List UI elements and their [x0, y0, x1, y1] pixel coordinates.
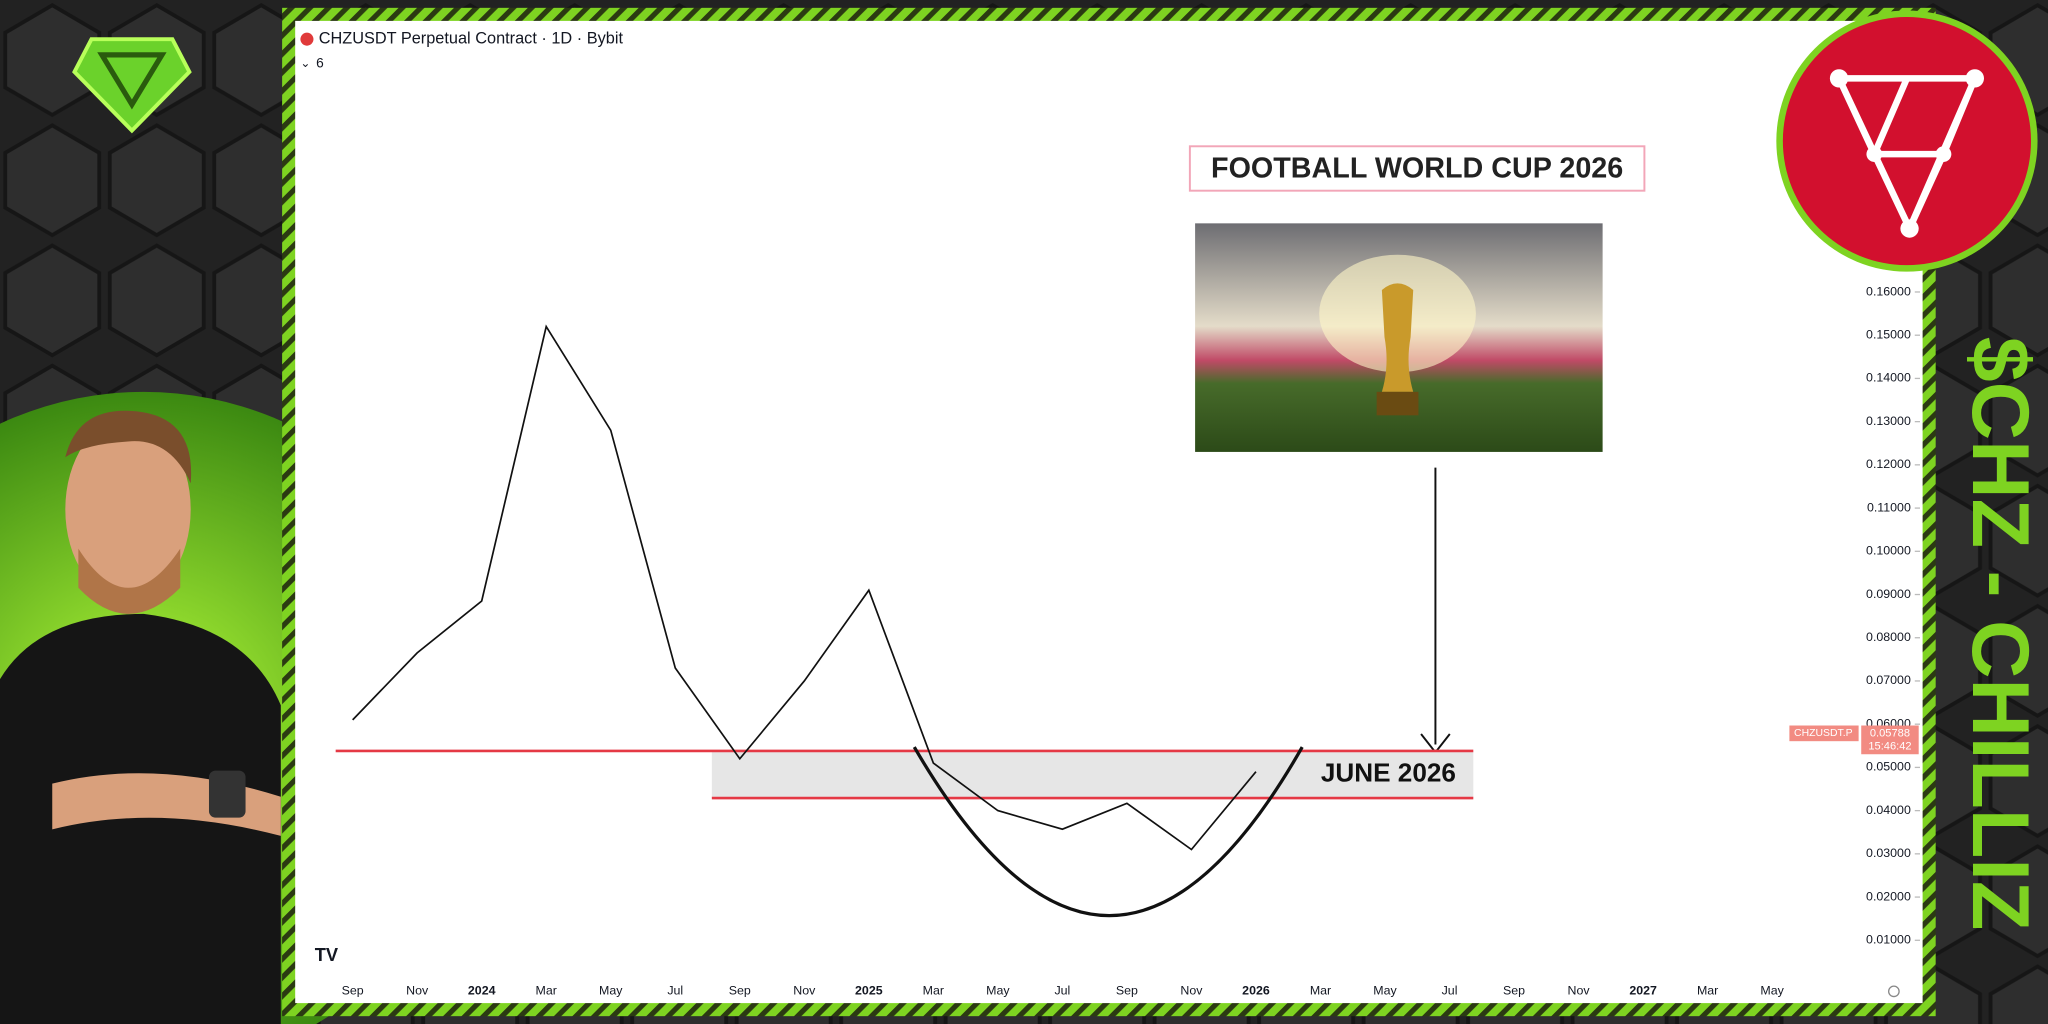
y-tick-label: 0.08000	[1866, 630, 1911, 644]
x-tick-label: Jul	[667, 984, 683, 998]
x-tick-label: Mar	[1697, 984, 1718, 998]
x-tick-label: Mar	[923, 984, 944, 998]
price-tag-value: 0.05788	[1870, 727, 1910, 739]
chart-panel	[295, 20, 1923, 1004]
collapse-icon[interactable]: ⌄	[300, 57, 310, 70]
x-tick-label: Nov	[1568, 984, 1591, 998]
zone	[711, 750, 1474, 799]
y-tick-label: 0.13000	[1866, 414, 1911, 428]
cup-curve	[912, 746, 1304, 918]
x-tick-label: May	[1373, 984, 1397, 998]
y-tick-label: 0.03000	[1866, 846, 1911, 860]
logo	[72, 37, 192, 134]
headline: FOOTBALL WORLD CUP 2026	[1211, 152, 1623, 184]
y-tick-label: 0.02000	[1866, 889, 1911, 903]
price-tag-bg	[1861, 725, 1919, 755]
indicator-count: 6	[316, 56, 324, 71]
y-tick-label: 0.05000	[1866, 760, 1911, 774]
brand-title: $CHZ - CHILLIZ	[1955, 337, 2045, 931]
y-tick-label: 0.01000	[1866, 933, 1911, 947]
y-tick-label: 0.12000	[1866, 457, 1911, 471]
x-tick-label: May	[1760, 984, 1784, 998]
x-tick-label: Mar	[1310, 984, 1331, 998]
x-tick-label: Sep	[1503, 984, 1525, 998]
y-tick-label: 0.04000	[1866, 803, 1911, 817]
settings-icon[interactable]	[1887, 985, 1900, 998]
x-tick-label: May	[986, 984, 1010, 998]
y-tick-label: 0.14000	[1866, 371, 1911, 385]
price-tag-symbol: CHZUSDT.P	[1794, 728, 1853, 739]
headline-box	[1188, 145, 1646, 192]
price-line	[352, 324, 1257, 851]
x-tick-label: Sep	[1116, 984, 1138, 998]
y-tick-label: 0.11000	[1867, 500, 1911, 514]
x-tick-label: Nov	[406, 984, 429, 998]
symbol-icon	[300, 32, 314, 46]
tv-logo: TV	[315, 944, 339, 965]
y-tick-label: 0.16000	[1866, 284, 1911, 298]
x-tick-label: 2024	[468, 984, 496, 998]
x-tick-label: 2025	[855, 984, 883, 998]
x-tick-label: Nov	[793, 984, 816, 998]
x-tick-label: Nov	[1180, 984, 1203, 998]
presenter	[0, 410, 281, 1024]
y-tick-label: 0.07000	[1866, 673, 1911, 687]
x-tick-label: Sep	[729, 984, 751, 998]
x-tick-label: May	[599, 984, 623, 998]
y-tick-label: 0.10000	[1866, 544, 1911, 558]
x-tick-label: 2027	[1629, 984, 1657, 998]
zone-label: JUNE 2026	[1321, 757, 1456, 787]
trophy-image	[1195, 223, 1603, 452]
x-tick-label: Sep	[342, 984, 364, 998]
price-tag-symbol-bg	[1789, 725, 1859, 742]
x-tick-label: 2026	[1242, 984, 1270, 998]
x-tick-label: Jul	[1054, 984, 1070, 998]
chart-title: CHZUSDT Perpetual Contract · 1D · Bybit	[319, 29, 624, 47]
x-tick-label: Mar	[536, 984, 557, 998]
price-tag-time: 15:46:42	[1868, 740, 1911, 752]
chiliz-logo	[1776, 10, 2038, 272]
y-tick-label: 0.15000	[1866, 327, 1911, 341]
x-tick-label: Jul	[1442, 984, 1458, 998]
y-tick-label: 0.09000	[1866, 587, 1911, 601]
